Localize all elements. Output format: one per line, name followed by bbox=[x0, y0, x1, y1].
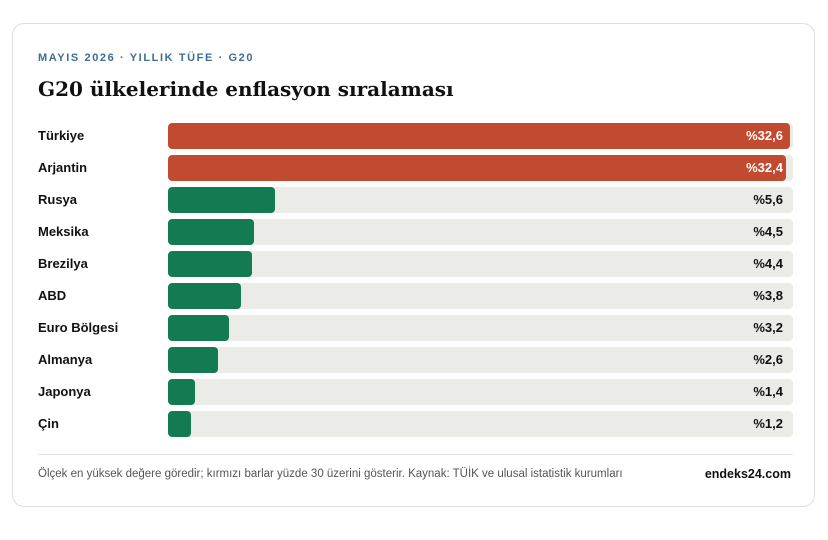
bar-label: Japonya bbox=[38, 384, 91, 399]
bar-label: Almanya bbox=[38, 352, 93, 367]
bar-value-label: %3,2 bbox=[753, 320, 783, 335]
chart-eyebrow: MAYIS 2026 · YILLIK TÜFE · G20 bbox=[38, 52, 255, 64]
bar-track: %32,6 bbox=[168, 123, 793, 149]
bar-value-label: %5,6 bbox=[753, 192, 783, 207]
bar-label: ABD bbox=[38, 288, 67, 303]
bar-track: %3,2 bbox=[168, 315, 793, 341]
bar-value-label: %32,4 bbox=[746, 160, 783, 175]
bar bbox=[168, 379, 195, 405]
chart-card: MAYIS 2026 · YILLIK TÜFE · G20 G20 ülkel… bbox=[12, 23, 815, 507]
bar bbox=[168, 251, 253, 277]
footnote: Ölçek en yüksek değere göredir; kırmızı … bbox=[38, 468, 623, 480]
bar bbox=[168, 155, 787, 181]
bar-track: %3,8 bbox=[168, 283, 793, 309]
bar bbox=[168, 347, 218, 373]
bar-track: %4,4 bbox=[168, 251, 793, 277]
bar bbox=[168, 411, 191, 437]
bar bbox=[168, 283, 241, 309]
bar-track: %32,4 bbox=[168, 155, 793, 181]
bar bbox=[168, 123, 790, 149]
chart-title: G20 ülkelerinde enflasyon sıralaması bbox=[38, 77, 454, 101]
bar-track: %1,4 bbox=[168, 379, 793, 405]
footer-divider bbox=[38, 454, 793, 455]
bar-track: %1,2 bbox=[168, 411, 793, 437]
bar-label: Rusya bbox=[38, 192, 78, 207]
bar-value-label: %4,4 bbox=[753, 256, 783, 271]
bar-label: Euro Bölgesi bbox=[38, 320, 119, 335]
bar-label: Çin bbox=[38, 416, 59, 431]
bar-value-label: %4,5 bbox=[753, 224, 783, 239]
bar-track: %5,6 bbox=[168, 187, 793, 213]
bar-track: %4,5 bbox=[168, 219, 793, 245]
brand-link[interactable]: endeks24.com bbox=[704, 467, 791, 481]
bar-value-label: %32,6 bbox=[746, 128, 783, 143]
bar-value-label: %2,6 bbox=[753, 352, 783, 367]
bar-label: Arjantin bbox=[38, 160, 88, 175]
bar bbox=[168, 187, 276, 213]
bar-chart: Türkiye %32,6 Arjantin %32,4 Rusya %5,6 Meksik… bbox=[13, 24, 816, 508]
bar-label: Meksika bbox=[38, 224, 89, 239]
bar-value-label: %3,8 bbox=[753, 288, 783, 303]
bar bbox=[168, 219, 255, 245]
bar bbox=[168, 315, 230, 341]
bar-value-label: %1,2 bbox=[753, 416, 783, 431]
bar-label: Brezilya bbox=[38, 256, 88, 271]
bar-track: %2,6 bbox=[168, 347, 793, 373]
bar-label: Türkiye bbox=[38, 128, 85, 143]
bar-value-label: %1,4 bbox=[753, 384, 783, 399]
